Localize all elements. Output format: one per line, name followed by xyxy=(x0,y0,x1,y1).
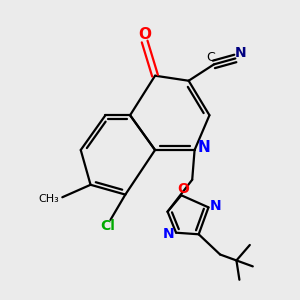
Text: O: O xyxy=(177,182,189,196)
Text: C: C xyxy=(207,51,215,64)
Text: N: N xyxy=(198,140,211,154)
Text: N: N xyxy=(163,227,174,241)
Text: O: O xyxy=(138,27,151,42)
Text: CH₃: CH₃ xyxy=(39,194,59,204)
Text: Cl: Cl xyxy=(101,219,116,233)
Text: N: N xyxy=(210,199,222,213)
Text: N: N xyxy=(235,46,247,59)
